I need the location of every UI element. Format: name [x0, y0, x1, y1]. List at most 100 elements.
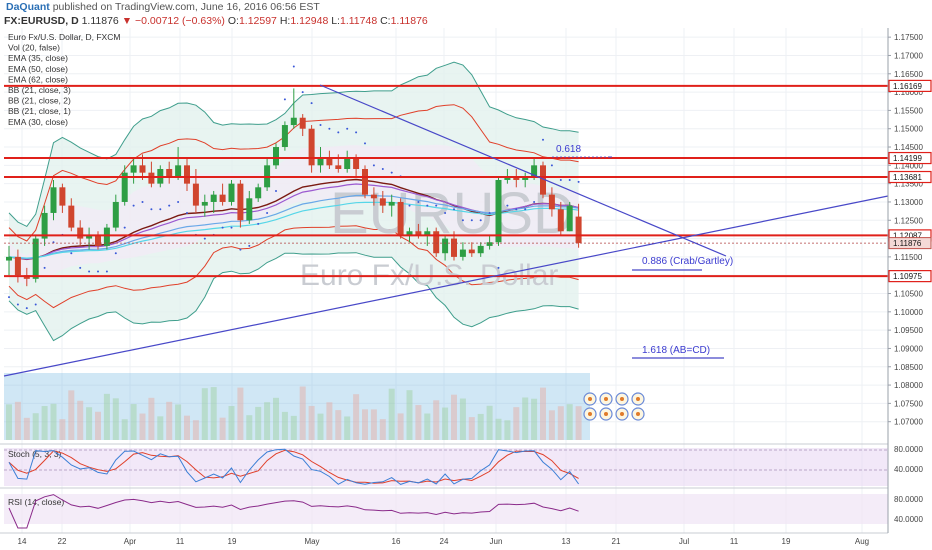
ema-50-line: [8, 194, 579, 260]
sar-dot: [43, 266, 46, 269]
sar-dot: [150, 208, 153, 211]
volume-bar: [210, 387, 217, 440]
legend-item-3[interactable]: EMA (50, close): [8, 64, 68, 74]
level-price-label: 1.13681: [893, 173, 922, 182]
event-dot-icon: [636, 412, 640, 416]
y-tick-label: 1.16500: [894, 70, 923, 79]
high-value: 1.12948: [290, 15, 329, 27]
bb-inner-fill: [9, 144, 579, 285]
candle-body: [397, 201, 404, 235]
candle-body: [495, 179, 502, 243]
y-tick-label: 1.16000: [894, 88, 923, 97]
candle-body: [112, 201, 119, 228]
sar-dot: [257, 222, 260, 225]
volume-bar: [246, 415, 253, 440]
volume-bar: [192, 420, 199, 440]
rsi-band: [4, 494, 888, 524]
volume-bar: [228, 406, 235, 440]
volume-bar: [495, 418, 502, 440]
y-tick-label: 1.07500: [894, 399, 923, 408]
legend-item-6[interactable]: BB (21, close, 2): [8, 96, 71, 106]
volume-bar: [299, 386, 306, 440]
candle-body: [326, 158, 333, 166]
sar-dot: [355, 131, 358, 134]
volume-bar: [504, 420, 511, 440]
volume-bar: [415, 405, 422, 440]
volume-bar: [201, 388, 208, 440]
sar-dot: [105, 270, 108, 273]
legend-item-2[interactable]: EMA (35, close): [8, 53, 68, 63]
candle-body: [344, 158, 351, 169]
volume-bar: [264, 402, 271, 440]
event-dot-icon: [604, 412, 608, 416]
volume-bar: [397, 413, 404, 440]
legend-item-4[interactable]: EMA (62, close): [8, 74, 68, 84]
last-price: 1.11876: [81, 15, 119, 27]
candle-body: [219, 194, 226, 202]
event-dot-icon: [620, 412, 624, 416]
sar-dot: [221, 226, 224, 229]
x-tick-label: 24: [440, 537, 449, 546]
sar-dot: [435, 204, 438, 207]
rsi-label: RSI (14, close): [8, 497, 64, 507]
candle-body: [130, 165, 137, 173]
legend-item-1[interactable]: Vol (20, false): [8, 43, 60, 53]
legend-item-8[interactable]: EMA (30, close): [8, 117, 68, 127]
symbol-bar: FX:EURUSD, D 1.11876 ▼ −0.00712 (−0.63%)…: [0, 14, 932, 28]
volume-bar: [308, 405, 315, 440]
price-chart[interactable]: EURUSD Euro Fx/U.S. Dollar 0.618 0.886 (…: [0, 28, 932, 550]
indicator-tick-label: 80.0000: [894, 495, 923, 504]
y-tick-label: 1.14500: [894, 143, 923, 152]
volume-bar: [14, 401, 21, 440]
sar-dot: [16, 303, 19, 306]
sar-dot: [25, 307, 28, 310]
stoch-d-line: [8, 449, 579, 484]
sar-dot: [230, 226, 233, 229]
indicator-tick-label: 80.0000: [894, 445, 923, 454]
candle-body: [353, 158, 360, 169]
candle-body: [308, 128, 315, 166]
legend-item-7[interactable]: BB (21, close, 1): [8, 106, 71, 116]
price-change: ▼ −0.00712 (−0.63%): [121, 15, 225, 27]
candle-body: [317, 158, 324, 166]
symbol-name[interactable]: FX:EURUSD, D: [4, 15, 79, 27]
volume-bar: [112, 398, 119, 440]
event-dot-icon: [604, 397, 608, 401]
ema-62-line: [8, 201, 579, 259]
y-tick-label: 1.17000: [894, 51, 923, 60]
legend-item-0[interactable]: Euro Fx/U.S. Dollar, D, FXCM: [8, 32, 120, 42]
candle-body: [540, 165, 546, 195]
volume-bar: [433, 400, 440, 440]
y-tick-label: 1.07000: [894, 418, 923, 427]
x-tick-label: 11: [176, 537, 185, 546]
volume-bar: [41, 406, 48, 440]
sar-dot: [292, 65, 295, 68]
level-price-tag: [888, 79, 932, 92]
bb-lower-3: [8, 252, 579, 342]
event-dot-icon: [636, 397, 640, 401]
volume-bar: [255, 406, 262, 440]
candle-body: [362, 168, 368, 195]
volume-bar: [486, 405, 493, 440]
sar-dot: [283, 98, 286, 101]
sar-dot: [542, 138, 544, 141]
candle-body: [406, 231, 413, 235]
candle-body: [6, 256, 12, 261]
candle-body: [50, 187, 57, 213]
sar-dot: [168, 204, 171, 207]
author-link[interactable]: DaQuant: [6, 1, 50, 13]
volume-area: [4, 373, 590, 440]
sar-dot: [159, 208, 162, 211]
sar-dot: [79, 266, 82, 269]
sar-dot: [70, 252, 73, 255]
level-price-label: 1.10975: [893, 272, 922, 281]
candle-body: [175, 165, 182, 177]
y-tick-label: 1.08000: [894, 381, 923, 390]
sar-dot: [515, 208, 518, 211]
publish-header: DaQuant published on TradingView.com, Ju…: [0, 0, 932, 14]
sar-dot: [239, 248, 242, 251]
legend-item-5[interactable]: BB (21, close, 3): [8, 85, 71, 95]
volume-bar: [531, 398, 538, 440]
candle-body: [477, 245, 484, 254]
y-tick-label: 1.12500: [894, 216, 923, 225]
